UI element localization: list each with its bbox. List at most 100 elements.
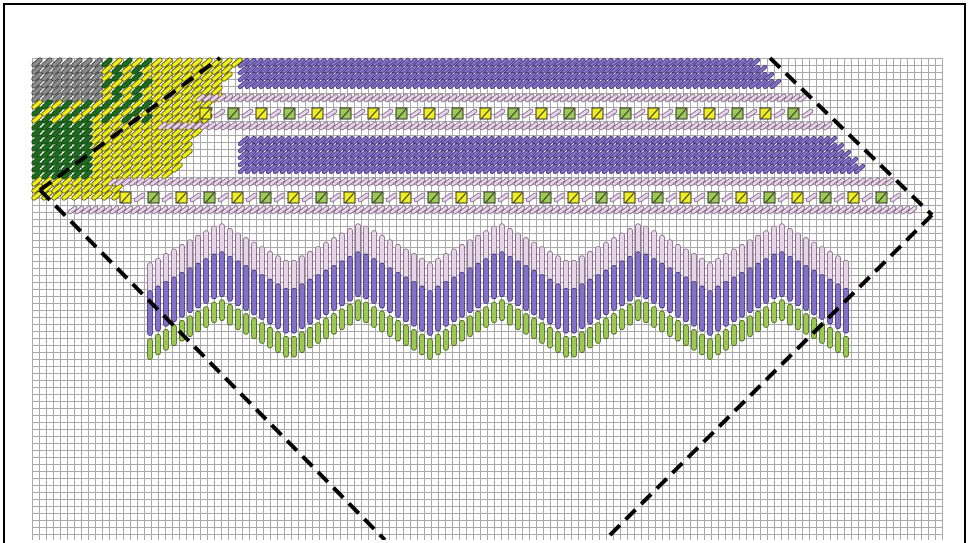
- corner-stitch-fill: [92, 149, 102, 158]
- lavender-stitch-fill: [413, 143, 424, 153]
- corner-stitch-fill: [72, 72, 82, 81]
- corner-stitch-fill: [222, 65, 232, 74]
- lavender-stitch-fill: [574, 150, 585, 160]
- pink-stitch-fill: [276, 178, 285, 186]
- lavender-stitch-fill: [630, 150, 641, 160]
- lavender-stitch-fill: [616, 65, 627, 75]
- accent-diag: [228, 108, 239, 120]
- lavender-stitch-fill: [490, 72, 501, 82]
- lavender-stitch-fill: [238, 72, 249, 82]
- pink-stitch-fill: [466, 109, 477, 118]
- corner-stitch-fill: [182, 100, 192, 109]
- lavender-stitch-fill: [756, 65, 767, 75]
- corner-stitch-fill: [122, 156, 132, 165]
- corner-stitch-fill: [142, 79, 152, 88]
- lavender-stitch-fill: [693, 150, 704, 160]
- pink-stitch-fill: [682, 178, 691, 186]
- corner-stitch-fill: [162, 135, 172, 144]
- pink-stitch-fill: [638, 193, 649, 202]
- pink-stitch-fill: [857, 178, 866, 186]
- corner-stitch-fill: [32, 142, 42, 151]
- lavender-stitch-fill: [728, 164, 739, 174]
- lavender-stitch-fill: [322, 150, 333, 160]
- lavender-stitch-fill: [504, 72, 515, 82]
- corner-stitch-fill: [172, 72, 182, 81]
- lavender-stitch-fill: [315, 58, 326, 68]
- lavender-stitch-fill: [616, 72, 627, 82]
- pink-stitch-fill: [676, 122, 685, 130]
- lavender-stitch-fill: [665, 143, 676, 153]
- corner-stitch-fill: [192, 128, 202, 137]
- pink-stitch-fill: [444, 178, 453, 186]
- lavender-stitch-fill: [658, 143, 669, 153]
- lavender-stitch-fill: [350, 143, 361, 153]
- pink-stitch-fill: [666, 193, 677, 202]
- lavender-stitch-fill: [329, 143, 340, 153]
- pink-stitch-fill: [274, 193, 285, 202]
- corner-stitch-fill: [172, 93, 182, 102]
- lavender-stitch-fill: [273, 65, 284, 75]
- pink-stitch-fill: [362, 206, 371, 214]
- pink-stitch-fill: [361, 122, 370, 130]
- lavender-stitch-fill: [700, 72, 711, 82]
- pink-stitch-fill: [416, 178, 425, 186]
- lavender-stitch-fill: [791, 150, 802, 160]
- lavender-stitch-fill: [609, 150, 620, 160]
- lavender-stitch-fill: [427, 164, 438, 174]
- lavender-stitch-fill: [343, 136, 354, 146]
- lavender-stitch-fill: [567, 157, 578, 167]
- pink-stitch-fill: [526, 193, 537, 202]
- lavender-stitch-fill: [679, 157, 690, 167]
- corner-stitch-fill: [62, 72, 72, 81]
- accent-diag: [148, 192, 159, 204]
- corner-stitch-fill: [152, 72, 162, 81]
- lavender-stitch-fill: [665, 150, 676, 160]
- lavender-stitch-fill: [266, 164, 277, 174]
- accent-diag: [736, 192, 747, 204]
- pink-stitch-fill: [717, 178, 726, 186]
- corner-stitch-fill: [112, 163, 122, 172]
- corner-stitch-fill: [72, 93, 82, 102]
- lavender-stitch-fill: [672, 79, 683, 89]
- pink-stitch-fill: [514, 178, 523, 186]
- lavender-stitch-fill: [763, 164, 774, 174]
- pink-stitch-fill: [319, 122, 328, 130]
- lavender-stitch-fill: [511, 136, 522, 146]
- lavender-stitch-fill: [665, 157, 676, 167]
- pink-stitch-fill: [633, 178, 642, 186]
- lavender-stitch-fill: [385, 58, 396, 68]
- accent-diag: [260, 192, 271, 204]
- corner-stitch-fill: [192, 58, 202, 67]
- pink-stitch-fill: [584, 178, 593, 186]
- corner-stitch-fill: [82, 128, 92, 137]
- lavender-stitch-fill: [525, 136, 536, 146]
- pink-stitch-fill: [460, 206, 469, 214]
- corner-stitch-fill: [102, 107, 112, 116]
- pink-stitch-fill: [746, 109, 757, 118]
- corner-stitch-fill: [52, 170, 62, 179]
- pink-stitch-fill: [165, 122, 174, 130]
- pink-stitch-fill: [292, 206, 301, 214]
- pink-stitch-fill: [711, 122, 720, 130]
- lavender-stitch-fill: [427, 79, 438, 89]
- corner-stitch-fill: [132, 135, 142, 144]
- pink-stitch-fill: [901, 206, 910, 214]
- lavender-stitch-fill: [385, 72, 396, 82]
- pink-stitch-fill: [228, 122, 237, 130]
- lavender-stitch-fill: [329, 65, 340, 75]
- corner-stitch-fill: [32, 149, 42, 158]
- lavender-stitch-fill: [721, 157, 732, 167]
- lavender-stitch-fill: [833, 164, 844, 174]
- pink-stitch-fill: [410, 109, 421, 118]
- lavender-stitch-fill: [357, 65, 368, 75]
- lavender-stitch-fill: [553, 65, 564, 75]
- lavender-stitch-fill: [427, 150, 438, 160]
- lavender-stitch-fill: [378, 150, 389, 160]
- pink-stitch-fill: [465, 178, 474, 186]
- lavender-stitch-fill: [259, 136, 270, 146]
- lavender-stitch-fill: [749, 150, 760, 160]
- lavender-stitch-fill: [539, 58, 550, 68]
- lavender-stitch-fill: [714, 65, 725, 75]
- pink-stitch-fill: [333, 122, 342, 130]
- pink-stitch-fill: [455, 94, 464, 102]
